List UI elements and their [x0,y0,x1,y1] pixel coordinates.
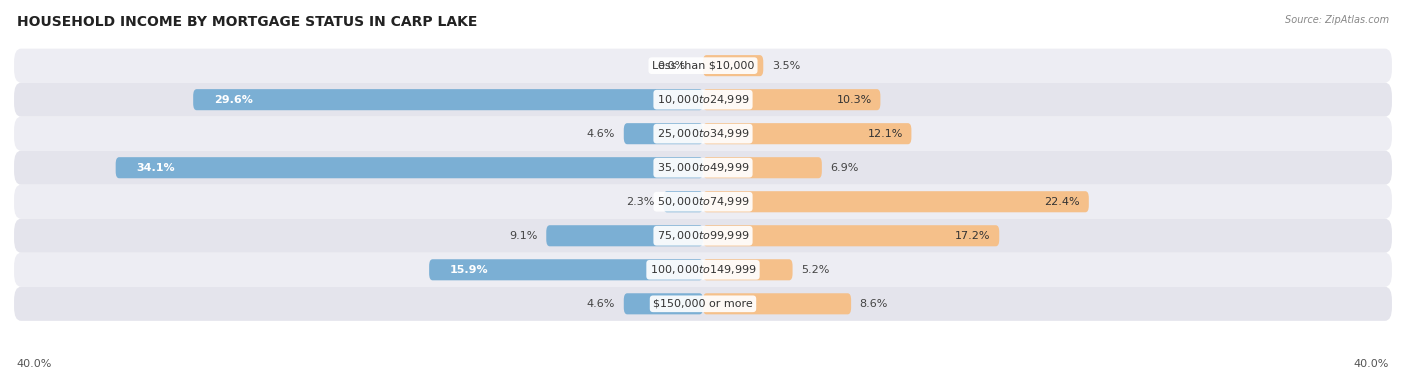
Text: 15.9%: 15.9% [450,265,488,275]
FancyBboxPatch shape [703,123,911,144]
FancyBboxPatch shape [703,191,1088,212]
Text: HOUSEHOLD INCOME BY MORTGAGE STATUS IN CARP LAKE: HOUSEHOLD INCOME BY MORTGAGE STATUS IN C… [17,15,477,29]
FancyBboxPatch shape [703,157,823,178]
FancyBboxPatch shape [14,185,1392,219]
Text: 22.4%: 22.4% [1045,197,1080,207]
Text: 29.6%: 29.6% [214,95,253,105]
FancyBboxPatch shape [703,293,851,314]
Text: 9.1%: 9.1% [509,231,537,241]
Text: 3.5%: 3.5% [772,61,800,70]
FancyBboxPatch shape [624,123,703,144]
FancyBboxPatch shape [14,287,1392,321]
Text: 4.6%: 4.6% [586,129,616,139]
FancyBboxPatch shape [14,117,1392,151]
FancyBboxPatch shape [547,225,703,246]
Text: 40.0%: 40.0% [1354,359,1389,369]
Text: 40.0%: 40.0% [17,359,52,369]
Text: 12.1%: 12.1% [868,129,903,139]
Text: $35,000 to $49,999: $35,000 to $49,999 [657,161,749,174]
FancyBboxPatch shape [703,55,763,76]
Text: $50,000 to $74,999: $50,000 to $74,999 [657,195,749,208]
Text: 5.2%: 5.2% [801,265,830,275]
Text: $25,000 to $34,999: $25,000 to $34,999 [657,127,749,140]
Text: 0.0%: 0.0% [658,61,686,70]
Text: Source: ZipAtlas.com: Source: ZipAtlas.com [1285,15,1389,25]
FancyBboxPatch shape [14,219,1392,253]
FancyBboxPatch shape [703,89,880,110]
FancyBboxPatch shape [14,151,1392,185]
FancyBboxPatch shape [193,89,703,110]
FancyBboxPatch shape [429,259,703,280]
Legend: Without Mortgage, With Mortgage: Without Mortgage, With Mortgage [564,373,842,377]
FancyBboxPatch shape [624,293,703,314]
Text: 4.6%: 4.6% [586,299,616,309]
Text: $10,000 to $24,999: $10,000 to $24,999 [657,93,749,106]
Text: $75,000 to $99,999: $75,000 to $99,999 [657,229,749,242]
Text: 10.3%: 10.3% [837,95,872,105]
FancyBboxPatch shape [664,191,703,212]
FancyBboxPatch shape [14,253,1392,287]
FancyBboxPatch shape [14,49,1392,83]
Text: 8.6%: 8.6% [859,299,889,309]
FancyBboxPatch shape [115,157,703,178]
Text: $100,000 to $149,999: $100,000 to $149,999 [650,263,756,276]
Text: Less than $10,000: Less than $10,000 [652,61,754,70]
Text: 34.1%: 34.1% [136,163,174,173]
Text: $150,000 or more: $150,000 or more [654,299,752,309]
FancyBboxPatch shape [703,225,1000,246]
Text: 17.2%: 17.2% [955,231,991,241]
Text: 6.9%: 6.9% [831,163,859,173]
FancyBboxPatch shape [703,259,793,280]
FancyBboxPatch shape [14,83,1392,117]
Text: 2.3%: 2.3% [627,197,655,207]
